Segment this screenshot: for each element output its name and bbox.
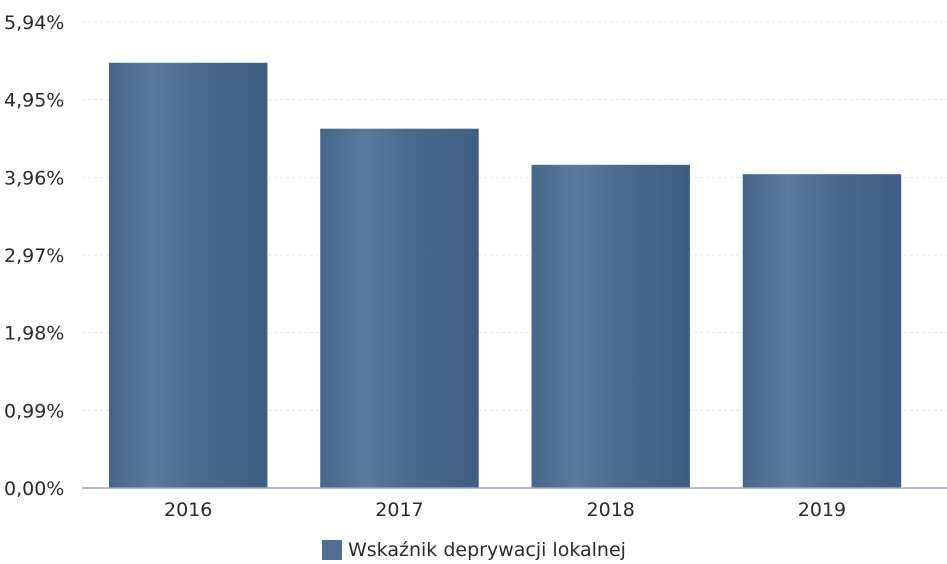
x-tick-label: 2016	[164, 499, 212, 521]
y-tick-label: 0,99%	[4, 400, 64, 422]
y-tick-label: 3,96%	[4, 167, 64, 189]
x-tick-label: 2019	[798, 499, 846, 521]
bar-2016	[109, 62, 268, 488]
x-tick-label: 2017	[375, 499, 423, 521]
bar-2019	[742, 174, 902, 488]
y-tick-label: 1,98%	[4, 323, 64, 345]
legend-label: Wskaźnik deprywacji lokalnej	[348, 539, 626, 561]
y-tick-label: 4,95%	[4, 90, 64, 112]
x-axis-ticks: 2016 2017 2018 2019	[164, 499, 846, 521]
bars	[109, 62, 902, 489]
y-tick-label: 2,97%	[4, 245, 64, 267]
y-tick-label: 5,94%	[4, 12, 64, 34]
y-tick-label: 0,00%	[4, 478, 64, 500]
bar-2018	[531, 164, 690, 489]
y-axis-ticks: 0,00% 0,99% 1,98% 2,97% 3,96% 4,95% 5,94%	[4, 12, 64, 500]
legend-swatch	[322, 540, 342, 560]
legend: Wskaźnik deprywacji lokalnej	[322, 538, 626, 562]
bar-2017	[320, 128, 479, 488]
x-tick-label: 2018	[587, 499, 635, 521]
